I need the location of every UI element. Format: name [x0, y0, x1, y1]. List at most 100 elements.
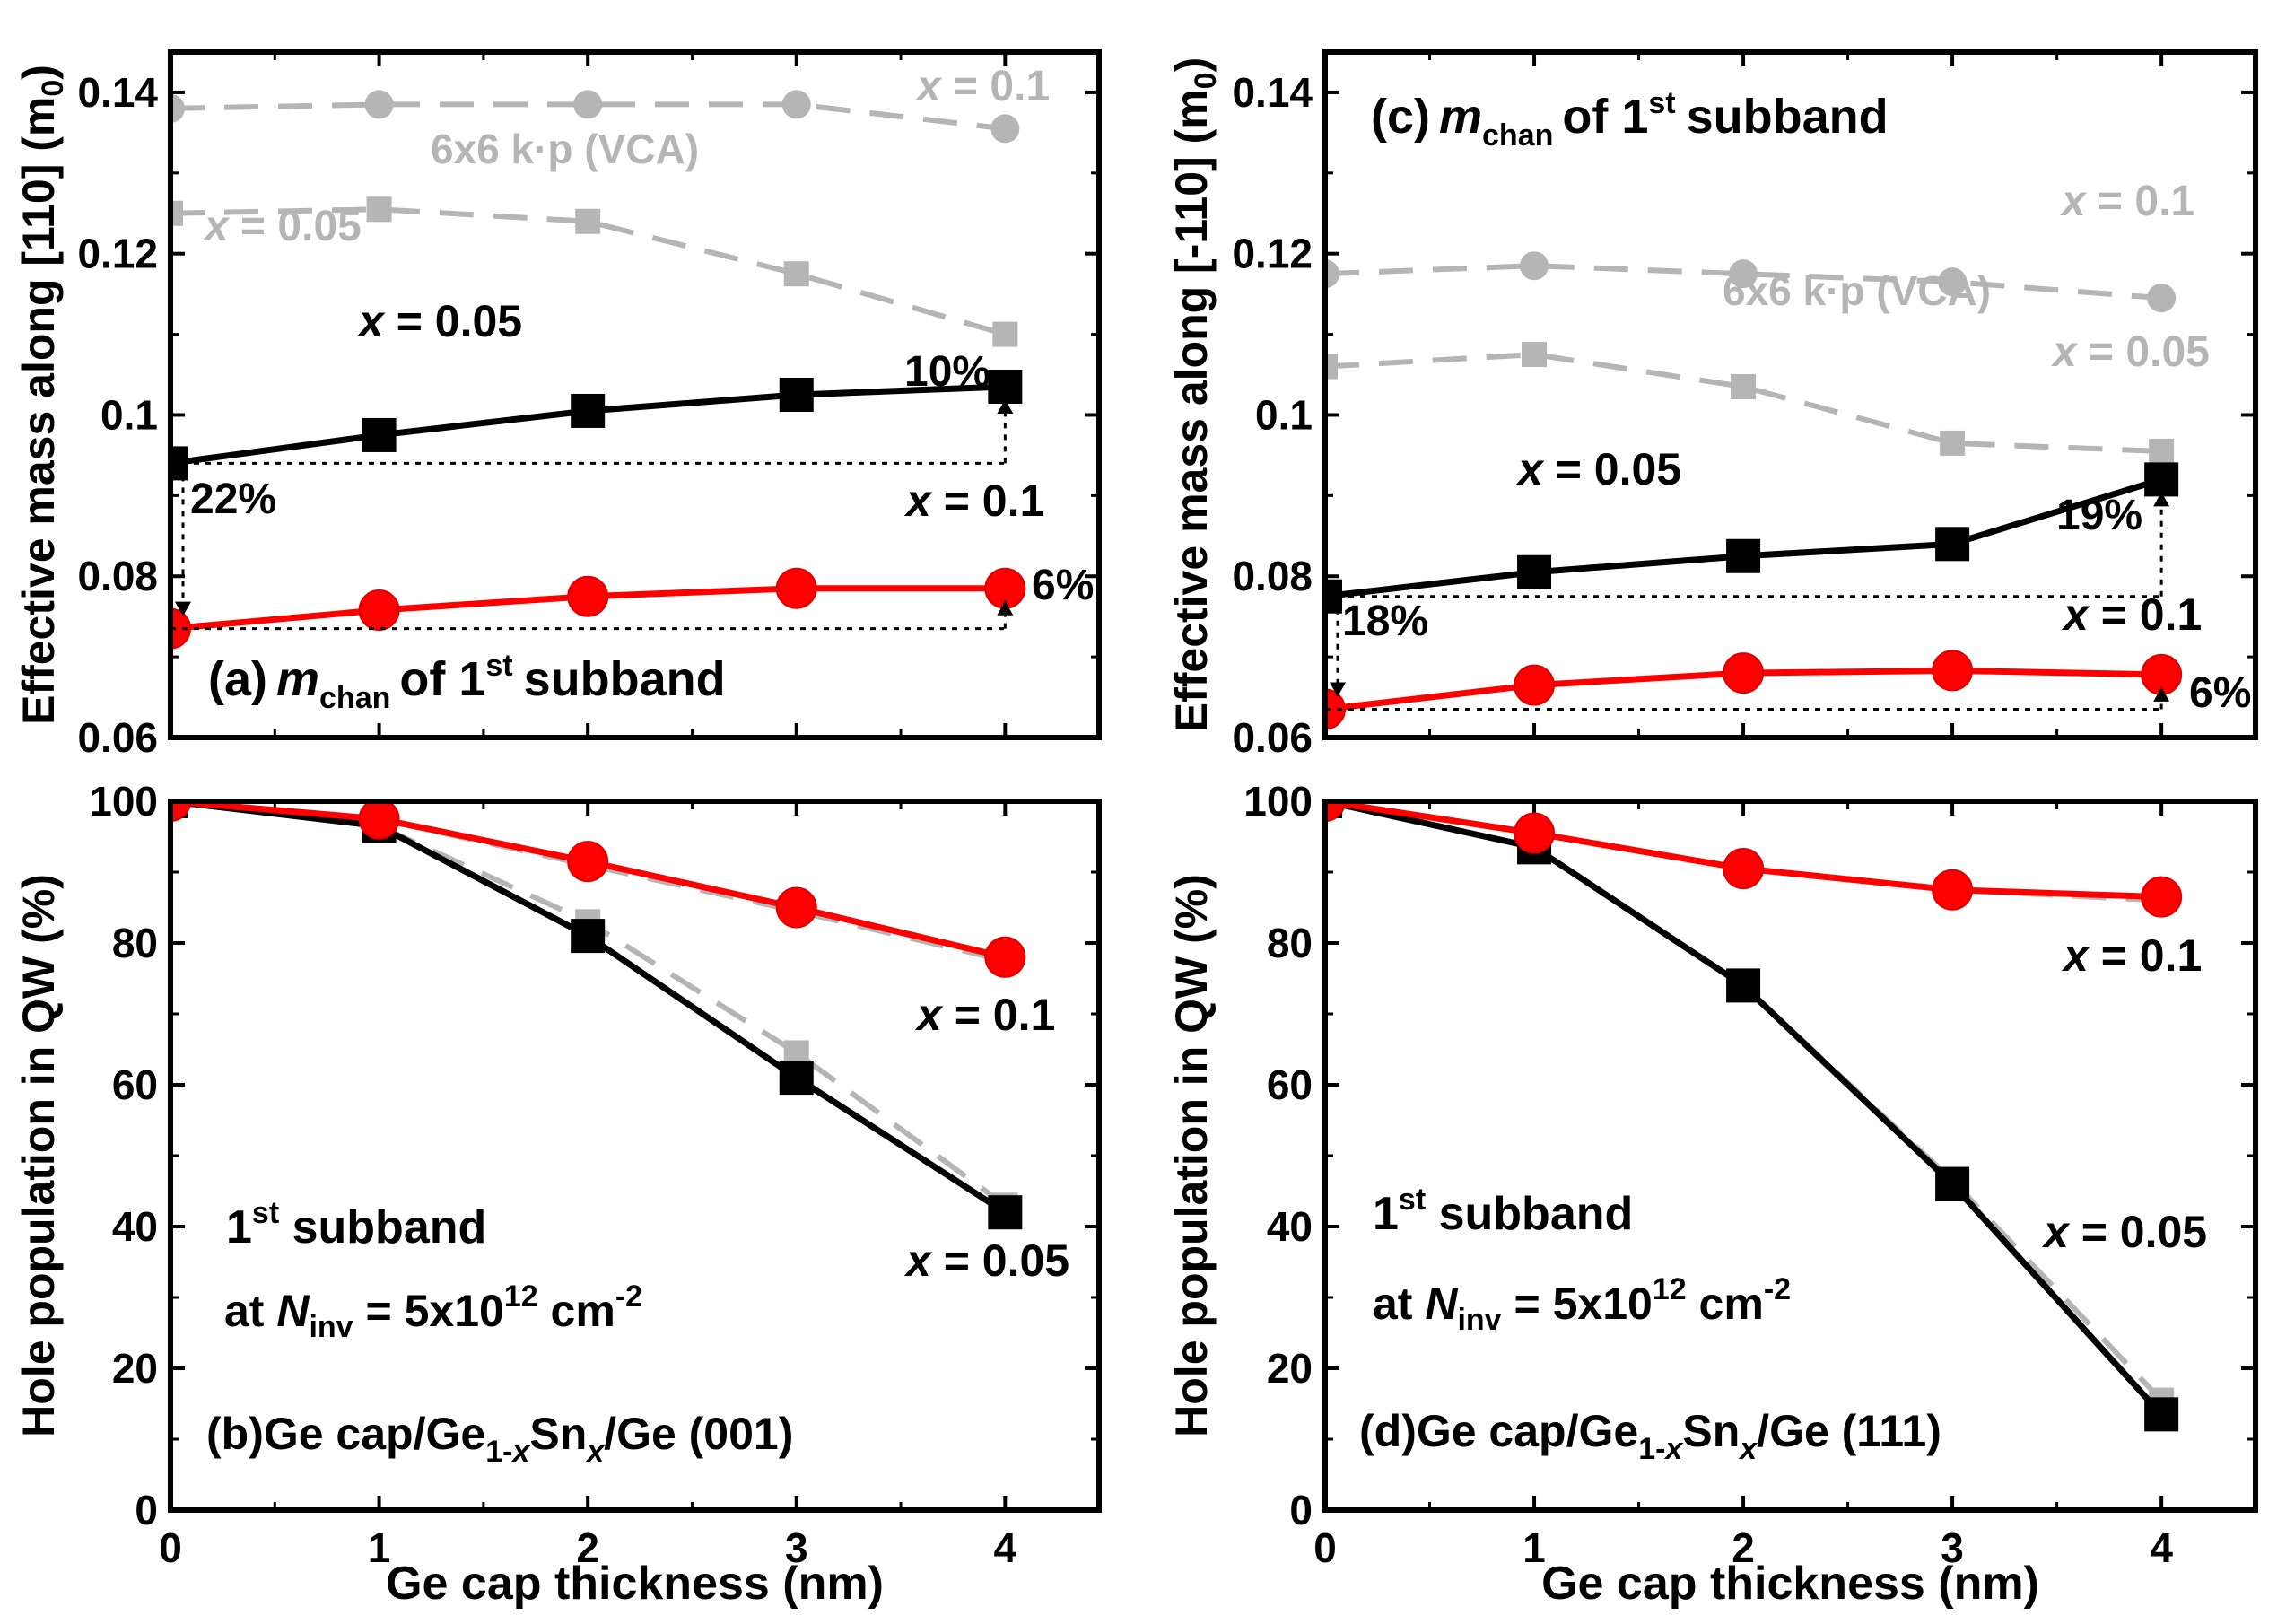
ninv-label-part-6: -2: [615, 1279, 642, 1314]
subband-label: 1st subband: [1373, 1183, 1633, 1240]
ninv-label-part-4: 12: [504, 1279, 538, 1314]
y-tick-label: 80: [1267, 920, 1313, 966]
panel-label-part-4: st: [485, 649, 512, 683]
y-tick-label: 100: [89, 778, 158, 825]
label-x01-red-part-0: x: [2061, 589, 2090, 640]
panel-label-part-0: (a): [208, 652, 267, 706]
ninv-label-part-4: 12: [1653, 1272, 1687, 1306]
data-point-circle: [1514, 664, 1556, 706]
y-axis-title: Effective mass along [-110] (m0): [1166, 57, 1223, 733]
label-x01-red-part-0: x: [914, 990, 944, 1040]
series-line-gray-dashed: [1325, 352, 2162, 454]
data-point-circle: [775, 567, 817, 609]
panel-label-part-3: of 1: [1562, 90, 1648, 144]
data-point-square: [2144, 462, 2179, 497]
subband-label-part-2: subband: [1426, 1188, 1633, 1240]
subband-label-part-0: 1: [1373, 1188, 1399, 1240]
data-point-square: [170, 446, 188, 481]
data-point-square: [1935, 527, 1970, 562]
y-axis-title-part-2: ): [13, 65, 64, 80]
y-tick-label: 20: [112, 1345, 158, 1392]
data-point-circle: [567, 841, 609, 883]
label-x005-gray-part-1: = 0.05: [2077, 328, 2210, 376]
y-tick-label: 40: [112, 1203, 158, 1250]
y-tick-label: 0.14: [77, 69, 158, 116]
panel-label: (a) mchan of 1st subband: [208, 649, 726, 715]
data-point-circle: [1325, 688, 1346, 730]
data-point-square: [779, 378, 814, 412]
arrow-black-increase-head: [2153, 492, 2170, 507]
data-point-circle: [364, 90, 394, 119]
ninv-label: at Ninv = 5x1012 cm-2: [1373, 1272, 1791, 1337]
arrow-black-increase: [2153, 492, 2170, 597]
label-x01-red-part-0: x: [2061, 930, 2090, 981]
panel-label-part-3: x: [510, 1435, 531, 1469]
subband-label-part-0: 1: [226, 1201, 252, 1253]
label-x01-red: x = 0.1: [903, 476, 1044, 526]
panel-label: (c) mchan of 1st subband: [1371, 86, 1889, 153]
ninv-label-part-6: -2: [1764, 1272, 1791, 1306]
plot-frame: [168, 49, 1102, 740]
y-tick-label: 0: [1289, 1487, 1313, 1533]
data-point-square: [783, 261, 809, 287]
label-x005-black: x = 0.05: [356, 296, 522, 346]
data-point-circle: [1514, 812, 1556, 854]
data-point-circle: [1729, 259, 1758, 289]
panel-label-part-3: x: [1663, 1432, 1684, 1466]
pct-red-label: 6%: [1032, 562, 1094, 609]
y-tick-label: 0.08: [1232, 553, 1313, 599]
label-x005-black: x = 0.05: [903, 1235, 1069, 1286]
panel-label: (d)Ge cap/Ge1-xSnx/Ge (111): [1359, 1406, 1941, 1466]
y-tick-label: 0.1: [100, 391, 158, 438]
pct-black-label: 10%: [904, 348, 990, 396]
panel-label-part-6: /Ge (111): [1757, 1406, 1941, 1456]
x-tick-label: 0: [1313, 1524, 1337, 1571]
arrow-red-increase-head: [997, 600, 1014, 616]
series-line: [1325, 476, 2163, 600]
subband-label: 1st subband: [226, 1196, 486, 1253]
y-axis-title-part-0: Effective mass along [-110] (m: [1166, 89, 1217, 732]
data-point-square: [1325, 354, 1338, 380]
y-axis-title-part-1: 0: [1189, 72, 1223, 89]
label-x005-black-part-1: = 0.05: [931, 1235, 1069, 1286]
arrow-red-increase: [2153, 686, 2170, 710]
data-point-circle: [170, 93, 185, 123]
ninv-label-part-0: at: [224, 1286, 276, 1336]
panel-label-part-0: (c): [1371, 90, 1430, 144]
subband-label-part-1: st: [252, 1196, 279, 1230]
panel-label-part-1: Ge cap/Ge: [264, 1409, 485, 1459]
series-red-circle: [1325, 650, 2183, 730]
label-x01-gray-part-0: x: [914, 63, 943, 110]
y-axis-title: Hole population in QW (%): [1166, 874, 1217, 1437]
data-point-circle: [1723, 848, 1765, 890]
data-point-square: [1522, 342, 1548, 368]
y-tick-label: 0.14: [1232, 69, 1313, 116]
panel-label-part-3: of 1: [399, 652, 485, 706]
ninv-label-part-1: N: [276, 1286, 310, 1336]
y-axis-title: Effective mass along [110] (m0): [13, 65, 70, 725]
plot-area: [1325, 251, 2183, 730]
data-point-square: [988, 1195, 1023, 1230]
label-x01-red-part-1: = 0.1: [2089, 589, 2203, 640]
panel-label-part-0: (b): [206, 1409, 264, 1459]
panel-label-part-2: 1-: [1638, 1432, 1665, 1466]
plot-frame: [1322, 799, 2258, 1513]
label-x01-red-part-1: = 0.1: [2089, 930, 2203, 981]
data-point-square: [1726, 538, 1761, 573]
series-gray-circle-dashed: [170, 90, 1020, 144]
x-axis-title: Ge cap thickness (nm): [1541, 1558, 2039, 1610]
x-tick-label: 1: [368, 1524, 391, 1571]
panel-label-part-5: subband: [524, 652, 726, 706]
series-red-circle: [170, 567, 1026, 650]
series-red-circle: [1325, 801, 2183, 918]
y-tick-label: 0.12: [77, 231, 158, 277]
label-x005-black-part-0: x: [356, 296, 386, 346]
data-point-circle: [781, 90, 811, 119]
panel-label-part-1: m: [1439, 90, 1482, 144]
arrow-gap-head: [175, 601, 191, 616]
series-black-square: [1325, 462, 2179, 614]
data-point-square: [1517, 554, 1552, 589]
y-axis-title: Hole population in QW (%): [13, 874, 64, 1437]
arrow-black-increase: [997, 399, 1014, 464]
